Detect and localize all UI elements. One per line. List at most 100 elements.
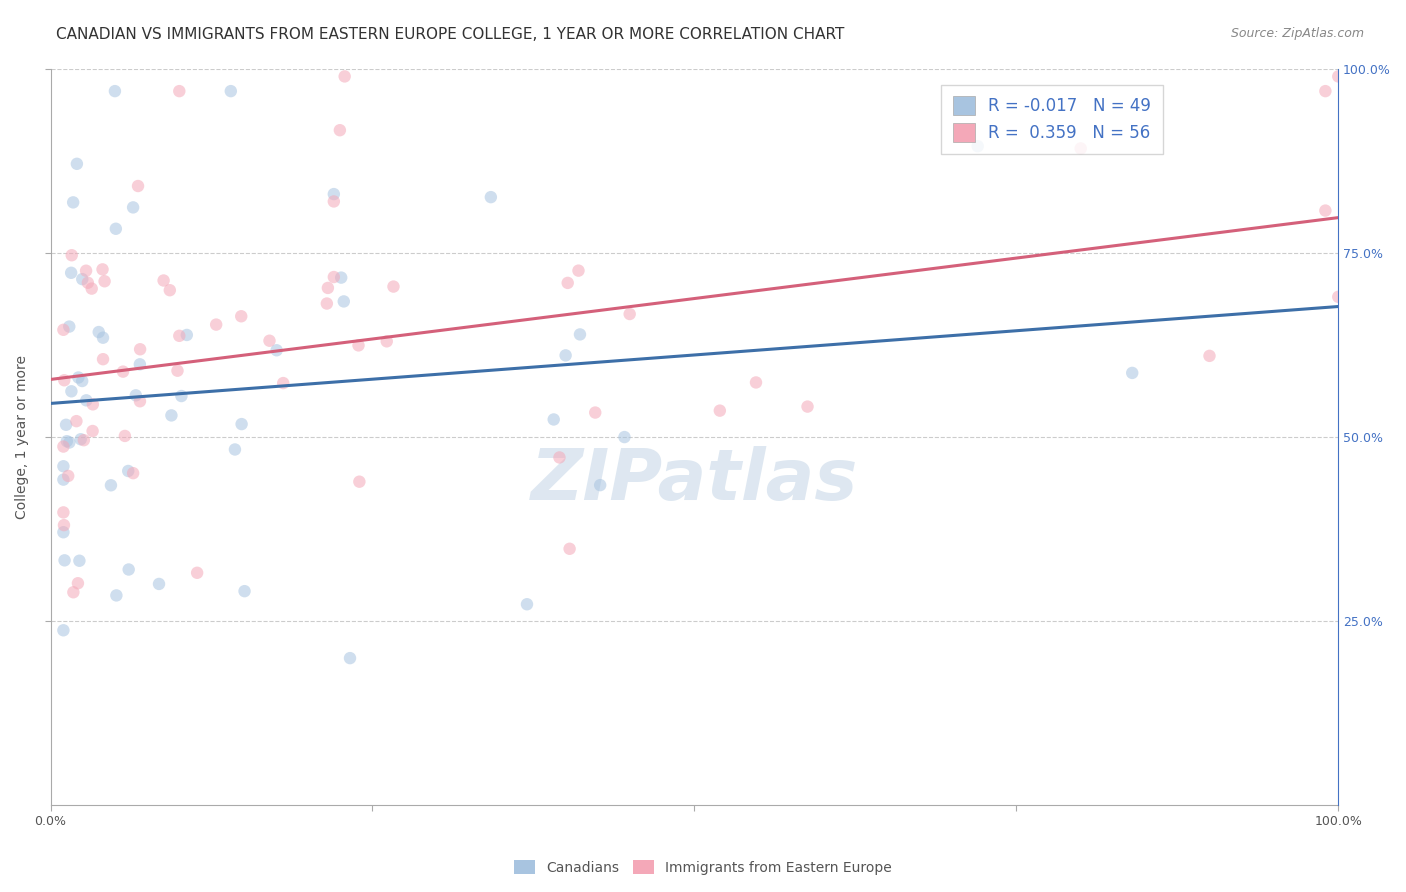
Point	[1070, 141, 1092, 155]
Point	[67, 554, 90, 568]
Point	[709, 403, 731, 417]
Point	[543, 412, 565, 426]
Point	[316, 281, 339, 295]
Point	[129, 394, 152, 409]
Point	[160, 409, 183, 423]
Point	[516, 597, 538, 611]
Point	[58, 469, 80, 483]
Point	[127, 179, 149, 194]
Point	[557, 276, 579, 290]
Point	[745, 376, 768, 390]
Point	[91, 331, 114, 345]
Point	[349, 475, 371, 489]
Point	[76, 276, 98, 290]
Point	[322, 270, 344, 285]
Point	[82, 424, 104, 438]
Point	[375, 334, 398, 349]
Point	[231, 417, 253, 431]
Point	[93, 274, 115, 288]
Point	[330, 270, 353, 285]
Point	[322, 187, 344, 202]
Point	[125, 388, 148, 402]
Point	[65, 414, 87, 428]
Legend: Canadians, Immigrants from Eastern Europe: Canadians, Immigrants from Eastern Europ…	[509, 855, 897, 880]
Point	[52, 505, 75, 519]
Point	[52, 624, 75, 638]
Point	[479, 190, 502, 204]
Point	[56, 434, 79, 449]
Point	[112, 365, 135, 379]
Point	[52, 459, 75, 474]
Point	[1315, 203, 1337, 218]
Point	[152, 273, 174, 287]
Point	[548, 450, 571, 465]
Point	[1198, 349, 1220, 363]
Point	[329, 123, 352, 137]
Point	[69, 432, 91, 446]
Point	[104, 84, 127, 98]
Point	[104, 221, 127, 235]
Point	[53, 553, 76, 567]
Point	[966, 139, 988, 153]
Point	[796, 400, 818, 414]
Point	[66, 576, 89, 591]
Point	[322, 194, 344, 209]
Point	[52, 473, 75, 487]
Point	[58, 319, 80, 334]
Point	[122, 466, 145, 480]
Point	[80, 282, 103, 296]
Point	[58, 435, 80, 450]
Point	[170, 389, 193, 403]
Point	[333, 70, 356, 84]
Point	[186, 566, 208, 580]
Point	[1327, 70, 1350, 84]
Point	[75, 393, 97, 408]
Point	[224, 442, 246, 457]
Point	[583, 406, 606, 420]
Point	[554, 348, 576, 362]
Point	[60, 248, 83, 262]
Point	[62, 585, 84, 599]
Point	[159, 283, 181, 297]
Point	[339, 651, 361, 665]
Point	[169, 84, 191, 98]
Point	[128, 357, 150, 371]
Point	[114, 429, 136, 443]
Point	[62, 195, 84, 210]
Point	[266, 343, 288, 358]
Text: CANADIAN VS IMMIGRANTS FROM EASTERN EUROPE COLLEGE, 1 YEAR OR MORE CORRELATION C: CANADIAN VS IMMIGRANTS FROM EASTERN EURO…	[56, 27, 845, 42]
Point	[219, 84, 242, 98]
Point	[259, 334, 281, 348]
Point	[60, 384, 83, 399]
Point	[315, 296, 337, 310]
Point	[91, 352, 114, 367]
Point	[118, 562, 141, 576]
Point	[75, 263, 97, 277]
Point	[73, 433, 96, 447]
Point	[52, 525, 75, 540]
Point	[558, 541, 581, 556]
Point	[129, 343, 152, 357]
Point	[122, 201, 145, 215]
Point	[148, 577, 170, 591]
Text: Source: ZipAtlas.com: Source: ZipAtlas.com	[1230, 27, 1364, 40]
Point	[1315, 84, 1337, 98]
Point	[72, 272, 94, 286]
Point	[567, 263, 589, 277]
Point	[347, 338, 370, 352]
Point	[52, 323, 75, 337]
Point	[166, 364, 188, 378]
Point	[169, 328, 191, 343]
Point	[382, 279, 405, 293]
Point	[70, 374, 93, 388]
Point	[52, 440, 75, 454]
Text: ZIPatlas: ZIPatlas	[530, 446, 858, 516]
Point	[105, 589, 128, 603]
Point	[1327, 290, 1350, 304]
Point	[82, 397, 104, 411]
Point	[60, 266, 83, 280]
Point	[66, 157, 89, 171]
Point	[271, 376, 294, 390]
Point	[55, 417, 77, 432]
Point	[205, 318, 228, 332]
